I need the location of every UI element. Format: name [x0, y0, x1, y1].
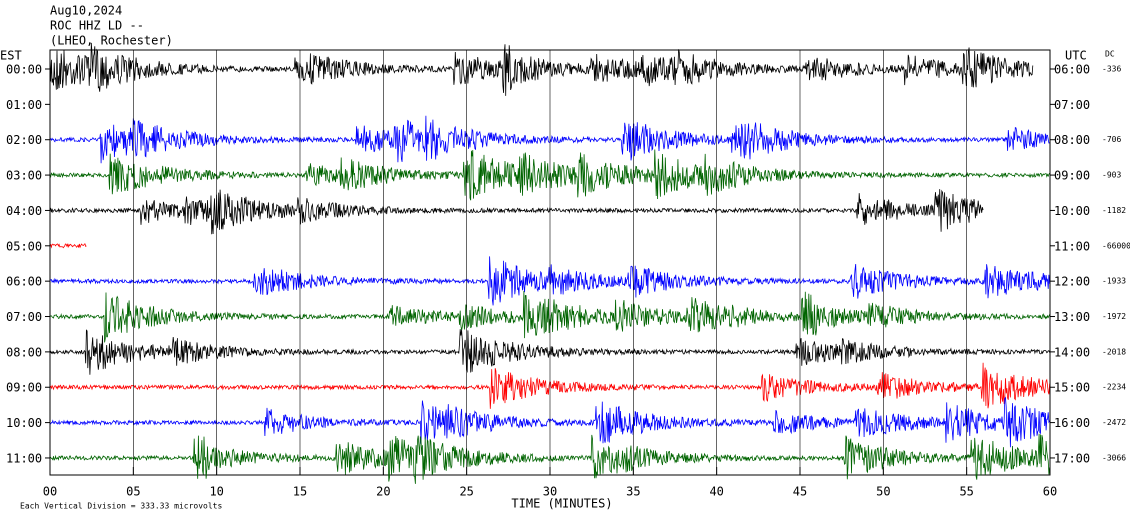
x-tick-label: 60: [1043, 485, 1057, 499]
scale-note: Each Vertical Division = 333.33 microvol…: [20, 502, 222, 511]
x-tick-label: 25: [459, 485, 473, 499]
dc-label: DC: [1105, 50, 1115, 59]
est-label: 04:00: [6, 204, 42, 218]
utc-label: 08:00: [1054, 133, 1090, 147]
utc-label: 17:00: [1054, 451, 1090, 465]
dc-value: -2018: [1102, 347, 1126, 356]
dc-value: -903: [1102, 171, 1121, 180]
dc-value: -3066: [1102, 453, 1126, 462]
x-axis-label: TIME (MINUTES): [511, 497, 612, 511]
dc-value: -2234: [1102, 383, 1126, 392]
x-tick-label: 40: [709, 485, 723, 499]
utc-label: 09:00: [1054, 169, 1090, 183]
utc-label: 12:00: [1054, 275, 1090, 289]
x-tick-label: 35: [626, 485, 640, 499]
dc-value: -2472: [1102, 418, 1126, 427]
subtitle: ROC HHZ LD --: [50, 19, 144, 33]
seismic-trace: [49, 243, 87, 249]
x-tick-label: 00: [43, 485, 57, 499]
x-tick-label: 45: [793, 485, 807, 499]
utc-label: 06:00: [1054, 63, 1090, 77]
seismic-trace: [49, 42, 1034, 96]
x-tick-label: 05: [126, 485, 140, 499]
x-tick-label: 30: [543, 485, 557, 499]
dc-value: -1182: [1102, 206, 1126, 215]
dc-value: -1972: [1102, 312, 1126, 321]
x-tick-label: 15: [293, 485, 307, 499]
seismic-trace: [49, 189, 984, 235]
est-label: 05:00: [6, 239, 42, 253]
utc-label: 16:00: [1054, 416, 1090, 430]
left-label: EST: [0, 49, 22, 63]
est-label: 03:00: [6, 169, 42, 183]
est-label: 07:00: [6, 310, 42, 324]
est-label: 08:00: [6, 345, 42, 359]
dc-value: -336: [1102, 65, 1121, 74]
x-tick-label: 10: [209, 485, 223, 499]
utc-label: 10:00: [1054, 204, 1090, 218]
utc-label: 13:00: [1054, 310, 1090, 324]
right-label: UTC: [1065, 49, 1087, 63]
x-tick-label: 50: [876, 485, 890, 499]
utc-label: 14:00: [1054, 345, 1090, 359]
title: Aug10,2024: [50, 4, 122, 18]
est-label: 10:00: [6, 416, 42, 430]
dc-value: -706: [1102, 135, 1121, 144]
utc-label: 15:00: [1054, 381, 1090, 395]
est-label: 02:00: [6, 133, 42, 147]
station: (LHEO, Rochester): [50, 34, 173, 48]
utc-label: 07:00: [1054, 98, 1090, 112]
est-label: 09:00: [6, 381, 42, 395]
utc-label: 11:00: [1054, 239, 1090, 253]
x-tick-label: 55: [959, 485, 973, 499]
est-label: 11:00: [6, 451, 42, 465]
x-tick-label: 20: [376, 485, 390, 499]
est-label: 00:00: [6, 63, 42, 77]
dc-value: -1933: [1102, 277, 1126, 286]
est-label: 01:00: [6, 98, 42, 112]
est-label: 06:00: [6, 275, 42, 289]
